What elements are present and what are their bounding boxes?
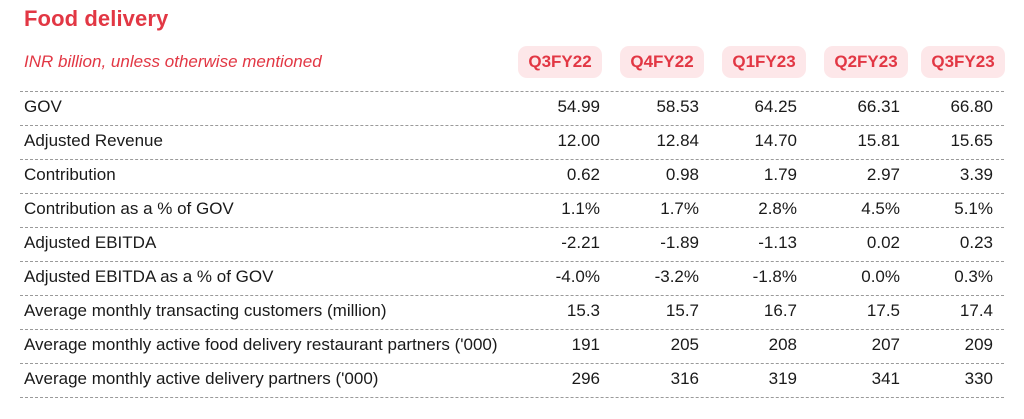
table-cell: 0.3% bbox=[954, 267, 993, 286]
table-cell: 3.39 bbox=[959, 165, 993, 184]
row-divider bbox=[20, 193, 1004, 194]
page-title: Food delivery bbox=[24, 6, 169, 31]
table-cell: 5.1% bbox=[954, 199, 993, 218]
table-cell: 209 bbox=[964, 335, 993, 354]
table-cell: 0.0% bbox=[861, 267, 900, 286]
table-cell: 16.7 bbox=[763, 301, 797, 320]
table-cell: 296 bbox=[571, 369, 600, 388]
table-cell: 341 bbox=[871, 369, 900, 388]
row-label: Adjusted EBITDA bbox=[24, 233, 157, 252]
table-cell: 0.23 bbox=[959, 233, 993, 252]
table-cell: 17.5 bbox=[866, 301, 900, 320]
table-cell: 0.02 bbox=[866, 233, 900, 252]
row-label: Adjusted Revenue bbox=[24, 131, 163, 150]
row-divider bbox=[20, 227, 1004, 228]
row-label: Adjusted EBITDA as a % of GOV bbox=[24, 267, 274, 286]
row-divider bbox=[20, 261, 1004, 262]
table-cell: -1.8% bbox=[752, 267, 797, 286]
table-cell: 208 bbox=[768, 335, 797, 354]
table-cell: 12.00 bbox=[557, 131, 600, 150]
table-cell: 0.98 bbox=[665, 165, 699, 184]
table-cell: 0.62 bbox=[566, 165, 600, 184]
table-cell: 4.5% bbox=[861, 199, 900, 218]
table-cell: 54.99 bbox=[557, 97, 600, 116]
table-cell: 12.84 bbox=[656, 131, 699, 150]
row-divider bbox=[20, 125, 1004, 126]
row-label: Average monthly active food delivery res… bbox=[24, 335, 498, 354]
row-label: GOV bbox=[24, 97, 62, 116]
row-label: Contribution bbox=[24, 165, 116, 184]
table-cell: 15.65 bbox=[950, 131, 993, 150]
table-cell: 66.31 bbox=[857, 97, 900, 116]
table-cell: -1.13 bbox=[758, 233, 797, 252]
row-divider bbox=[20, 397, 1004, 398]
table-cell: 1.7% bbox=[660, 199, 699, 218]
row-label: Average monthly active delivery partners… bbox=[24, 369, 379, 388]
table-cell: 15.81 bbox=[857, 131, 900, 150]
table-cell: 191 bbox=[571, 335, 600, 354]
column-header-q3fy23: Q3FY23 bbox=[921, 46, 1005, 78]
units-subtitle: INR billion, unless otherwise mentioned bbox=[24, 52, 322, 71]
column-header-q4fy22: Q4FY22 bbox=[620, 46, 704, 78]
row-divider bbox=[20, 295, 1004, 296]
table-cell: 330 bbox=[964, 369, 993, 388]
table-cell: 1.79 bbox=[763, 165, 797, 184]
table-cell: -1.89 bbox=[660, 233, 699, 252]
table-cell: 2.97 bbox=[866, 165, 900, 184]
column-header-q2fy23: Q2FY23 bbox=[824, 46, 908, 78]
table-cell: 316 bbox=[670, 369, 699, 388]
row-divider bbox=[20, 363, 1004, 364]
table-cell: 58.53 bbox=[656, 97, 699, 116]
table-cell: 64.25 bbox=[754, 97, 797, 116]
row-label: Contribution as a % of GOV bbox=[24, 199, 234, 218]
table-cell: 14.70 bbox=[754, 131, 797, 150]
column-header-q3fy22: Q3FY22 bbox=[518, 46, 602, 78]
table-cell: 1.1% bbox=[561, 199, 600, 218]
table-cell: -4.0% bbox=[555, 267, 600, 286]
table-cell: -2.21 bbox=[561, 233, 600, 252]
column-header-q1fy23: Q1FY23 bbox=[722, 46, 806, 78]
table-cell: 205 bbox=[670, 335, 699, 354]
table-cell: 15.7 bbox=[665, 301, 699, 320]
table-top-divider bbox=[20, 91, 1004, 92]
table-cell: 15.3 bbox=[566, 301, 600, 320]
row-label: Average monthly transacting customers (m… bbox=[24, 301, 387, 320]
table-cell: 2.8% bbox=[758, 199, 797, 218]
table-cell: 207 bbox=[871, 335, 900, 354]
table-cell: 319 bbox=[768, 369, 797, 388]
row-divider bbox=[20, 159, 1004, 160]
table-cell: -3.2% bbox=[654, 267, 699, 286]
table-cell: 66.80 bbox=[950, 97, 993, 116]
table-cell: 17.4 bbox=[959, 301, 993, 320]
row-divider bbox=[20, 329, 1004, 330]
